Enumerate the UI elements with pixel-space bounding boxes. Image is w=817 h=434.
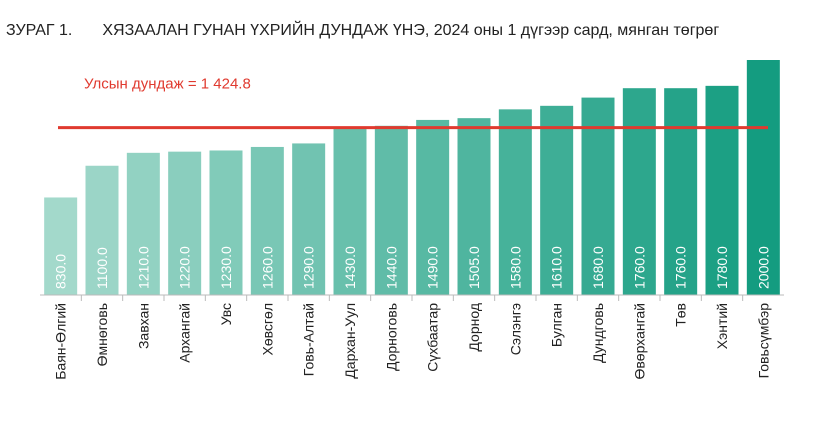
data-label: 1210.0	[135, 246, 151, 289]
data-label: 1490.0	[425, 246, 441, 289]
bar	[44, 197, 78, 295]
bar	[292, 143, 326, 295]
data-label: 1290.0	[301, 246, 317, 289]
bar	[540, 105, 574, 295]
bar	[581, 97, 615, 295]
bar	[209, 150, 243, 295]
chart-title-text: ХЯЗААЛАН ГУНАН ҮХРИЙН ДУНДАЖ ҮНЭ, 2024 о…	[102, 22, 720, 39]
category-label: Төв	[673, 303, 689, 327]
data-label: 1440.0	[383, 246, 399, 289]
category-label: Хөвсгөл	[259, 303, 275, 355]
bar	[664, 88, 698, 295]
category-label: Хэнтий	[714, 303, 730, 349]
category-label: Сүхбаатар	[425, 303, 441, 372]
data-label: 1260.0	[259, 246, 275, 289]
category-label: Увс	[218, 303, 234, 325]
data-label: 1580.0	[507, 246, 523, 289]
figure-label: ЗУРАГ 1.	[6, 22, 73, 39]
category-label: Дорноговь	[383, 303, 399, 371]
data-label: 830.0	[53, 254, 69, 289]
data-label: 1220.0	[177, 246, 193, 289]
data-label: 1780.0	[714, 246, 730, 289]
category-label: Өвөрхангай	[631, 303, 647, 380]
category-label: Дорнод	[466, 303, 482, 352]
bar	[374, 125, 408, 295]
category-label: Говьсүмбэр	[755, 303, 771, 379]
bar	[746, 60, 780, 295]
bar	[416, 119, 450, 295]
bar	[705, 85, 739, 295]
bar	[333, 126, 367, 295]
category-label: Өмнөговь	[94, 303, 110, 366]
data-label: 1100.0	[94, 247, 110, 289]
data-label: 1505.0	[466, 246, 482, 289]
bar	[622, 88, 656, 295]
category-label: Завхан	[135, 303, 151, 349]
bar	[457, 118, 491, 295]
data-label: 1760.0	[673, 246, 689, 289]
category-labels: Баян-Өлгий Өмнөговь Завхан Архангай Увс Хөвсг…	[53, 303, 772, 380]
category-label: Архангай	[177, 303, 193, 363]
reference-line-group: Улсын дундаж = 1 424.8	[58, 76, 768, 130]
data-label: 1760.0	[631, 246, 647, 289]
chart-title: ЗУРАГ 1. ХЯЗААЛАН ГУНАН ҮХРИЙН ДУНДАЖ ҮНЭ…	[6, 22, 719, 40]
category-label: Булган	[549, 303, 565, 347]
reference-line-label: Улсын дундаж = 1 424.8	[84, 76, 251, 93]
bar	[85, 165, 119, 295]
category-label: Дархан-Уул	[342, 303, 358, 379]
category-label: Говь-Алтай	[301, 303, 317, 376]
bar	[250, 146, 284, 295]
bar	[498, 109, 532, 295]
data-label: 1430.0	[342, 246, 358, 289]
data-label: 2000.0	[755, 246, 771, 289]
data-label: 1680.0	[590, 246, 606, 289]
data-label: 1230.0	[218, 246, 234, 289]
bar	[168, 151, 202, 295]
category-label: Баян-Өлгий	[53, 303, 69, 380]
data-label: 1610.0	[549, 246, 565, 289]
bars-group: 830.0 1100.0 1210.0 1220.0 1230.0 1260.0 1290.…	[44, 60, 780, 295]
category-label: Дундговь	[590, 303, 606, 363]
category-label: Сэлэнгэ	[507, 303, 523, 355]
x-axis	[40, 294, 784, 301]
bar	[126, 152, 160, 295]
